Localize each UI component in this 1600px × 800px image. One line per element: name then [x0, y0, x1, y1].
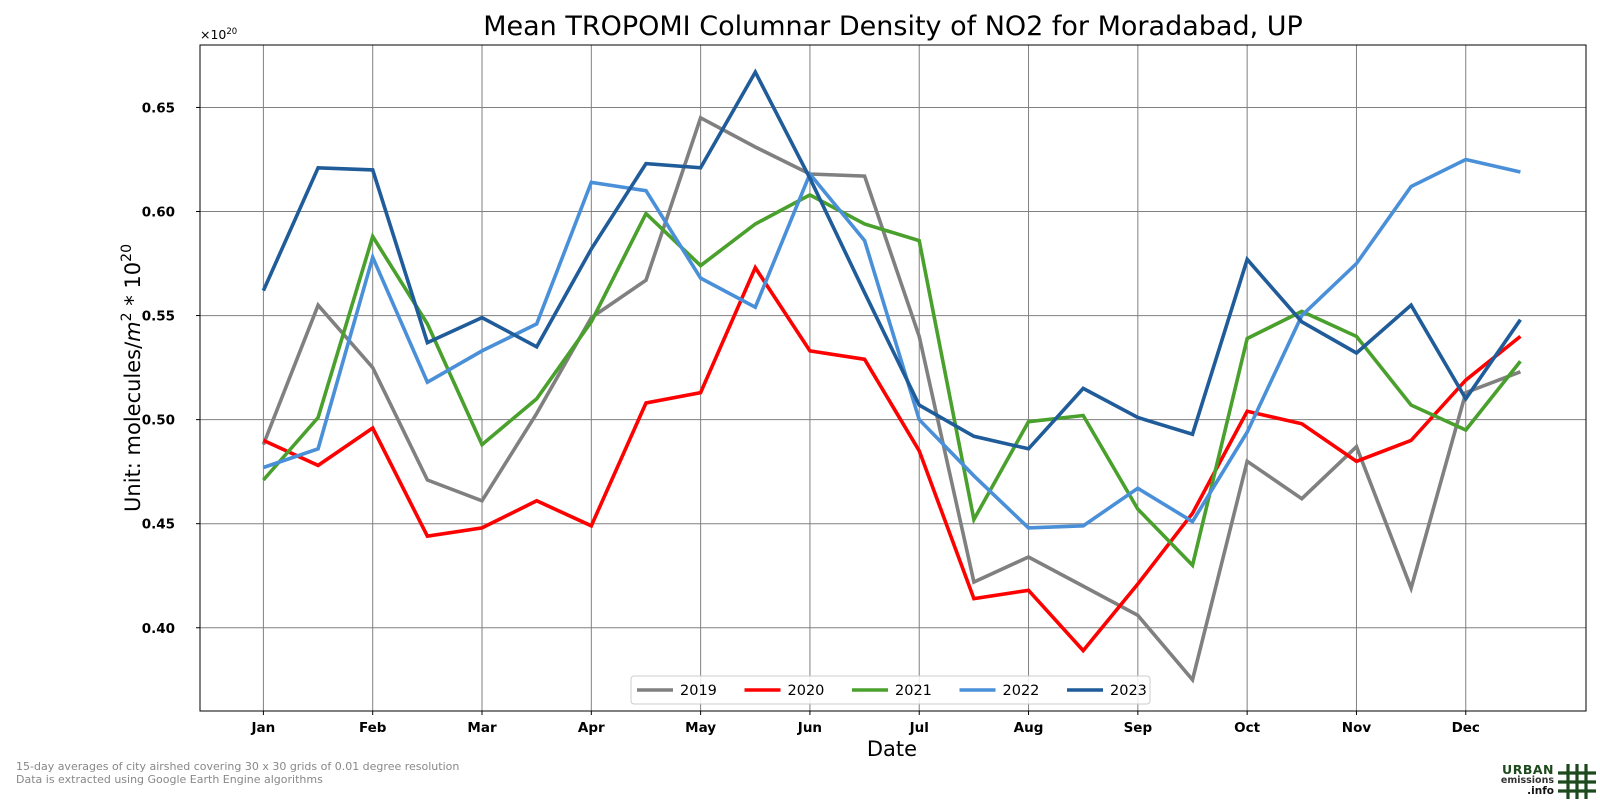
series-line-2020	[262, 263, 1522, 654]
footnote-line-1: 15-day averages of city airshed covering…	[16, 760, 460, 773]
legend-label-2019: 2019	[680, 683, 717, 699]
x-tick-label: May	[685, 720, 716, 736]
chart-title: Mean TROPOMI Columnar Density of NO2 for…	[483, 11, 1303, 42]
plot-frame	[199, 44, 1587, 712]
x-tick-label: Jan	[251, 720, 276, 736]
legend-label-2021: 2021	[895, 683, 932, 699]
x-tick-label: Oct	[1234, 720, 1260, 736]
urban-emissions-logo: URBAN emissions .info	[1496, 762, 1600, 800]
x-axis-ticks: Jan Feb Mar Apr May Jun Jul Aug Sep Oct Nov Dec	[251, 711, 1480, 736]
y-tick-label: 0.45	[142, 517, 175, 533]
x-tick-label: Feb	[359, 720, 387, 736]
x-tick-label: Jul	[909, 720, 929, 736]
y-offset-text: ×1020	[200, 27, 237, 42]
footnote: 15-day averages of city airshed covering…	[16, 760, 460, 786]
x-tick-label: Dec	[1452, 720, 1480, 736]
x-tick-label: Apr	[578, 720, 605, 736]
y-tick-label: 0.40	[142, 621, 175, 637]
legend-label-2022: 2022	[1003, 683, 1040, 699]
y-tick-label: 0.60	[142, 205, 175, 221]
series-line-2019	[261, 115, 1522, 684]
series-line-2023	[261, 68, 1522, 451]
y-tick-label: 0.55	[142, 309, 175, 325]
x-tick-label: Sep	[1124, 720, 1153, 736]
legend: 2019 2020 2021 2022 2023	[630, 675, 1151, 705]
x-tick-label: Nov	[1342, 720, 1372, 736]
legend-box	[630, 675, 1151, 705]
legend-label-2023: 2023	[1110, 683, 1147, 699]
logo-text: URBAN emissions .info	[1500, 762, 1554, 797]
series-lines	[261, 68, 1522, 684]
grid	[200, 45, 1586, 711]
y-tick-label: 0.65	[142, 100, 175, 116]
logo-line-2: emissions	[1500, 775, 1554, 786]
y-axis-ticks: 0.40 0.45 0.50 0.55 0.60 0.65	[142, 100, 200, 637]
series-line-2021	[262, 192, 1522, 569]
logo-line-3: .info	[1527, 785, 1554, 797]
y-axis-label: Unit: molecules/m2 * 1020	[119, 244, 145, 512]
logo-grid-icon	[1558, 764, 1596, 799]
legend-label-2020: 2020	[788, 683, 825, 699]
x-axis-label: Date	[867, 737, 917, 761]
series-line-2022	[262, 157, 1521, 530]
x-tick-label: Mar	[467, 720, 497, 736]
footnote-line-2: Data is extracted using Google Earth Eng…	[16, 772, 323, 786]
y-tick-label: 0.50	[142, 413, 175, 429]
x-tick-label: Aug	[1014, 720, 1044, 736]
x-tick-label: Jun	[797, 720, 822, 736]
logo-line-1: URBAN	[1502, 762, 1554, 777]
